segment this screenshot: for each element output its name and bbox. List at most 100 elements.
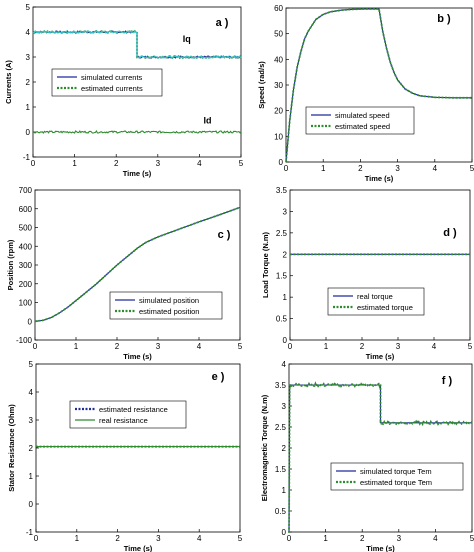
- y-tick-label: 3: [26, 53, 31, 62]
- x-tick-label: 4: [432, 342, 437, 351]
- y-tick-label: 200: [19, 280, 33, 289]
- panel-letter-label: a ): [216, 17, 229, 29]
- y-tick-label: 100: [19, 299, 33, 308]
- legend-box: [109, 291, 223, 320]
- y-tick-label: 1.5: [275, 465, 287, 474]
- y-tick-label: 0: [29, 500, 34, 509]
- x-tick-label: 0: [288, 342, 293, 351]
- legend-entry-label: estimated resistance: [99, 405, 168, 414]
- y-tick-label: 0: [28, 317, 33, 326]
- y-tick-label: 4: [282, 360, 287, 369]
- y-tick-label: 3: [29, 416, 34, 425]
- y-tick-label: 600: [19, 205, 33, 214]
- x-tick-label: 1: [75, 534, 80, 543]
- x-tick-label: 2: [358, 164, 363, 173]
- plot-area-frame: [35, 363, 241, 533]
- legend-box: [69, 400, 187, 429]
- panel-letter-label: d ): [443, 227, 457, 239]
- series-overlay-line: [32, 30, 242, 59]
- plot-area-frame: [285, 7, 473, 163]
- x-tick-label: 2: [360, 534, 365, 543]
- legend-entry-label: estimated position: [139, 307, 199, 316]
- y-tick-label: 30: [274, 81, 283, 90]
- x-tick-label: 5: [238, 534, 243, 543]
- chart-panel-d: 0 1 2 3 4 5 0 0.5 1 1.5 2 2.5 3 3.5 Time (s) Load Torqu…: [261, 186, 473, 361]
- y-tick-label: 300: [19, 261, 33, 270]
- series-line-estimated-speed: [285, 8, 472, 163]
- y-tick-label: 40: [274, 55, 283, 64]
- x-axis-label: Time (s): [366, 352, 395, 361]
- y-tick-label: 500: [19, 224, 33, 233]
- x-tick-label: 0: [284, 164, 289, 173]
- y-tick-label: 0: [279, 158, 284, 167]
- x-tick-label: 2: [115, 342, 120, 351]
- y-tick-label: 10: [274, 132, 283, 141]
- legend-box: [327, 287, 425, 316]
- legend-box: [330, 462, 464, 491]
- y-tick-label: 0: [282, 528, 287, 537]
- x-tick-label: 4: [433, 164, 438, 173]
- y-tick-label: 700: [19, 186, 33, 195]
- x-axis-label: Time (s): [124, 544, 153, 552]
- x-tick-label: 0: [34, 534, 39, 543]
- y-tick-label: 20: [274, 107, 283, 116]
- x-tick-label: 5: [470, 534, 474, 543]
- x-tick-label: 4: [197, 342, 202, 351]
- y-axis-label: Load Torque (N.m): [261, 231, 270, 298]
- legend-entry-label: simulated torque Tem: [360, 467, 432, 476]
- legend-entry-label: estimated currents: [81, 84, 143, 93]
- legend-entry-label: real resistance: [99, 416, 148, 425]
- legend-entry-label: estimated speed: [335, 122, 390, 131]
- x-tick-label: 5: [238, 342, 243, 351]
- x-tick-label: 1: [321, 164, 326, 173]
- y-tick-label: 4: [26, 28, 31, 37]
- x-tick-label: 2: [114, 159, 119, 168]
- x-tick-label: 0: [31, 159, 36, 168]
- y-tick-label: 0.5: [275, 507, 287, 516]
- y-axis-label: Stator Resistance (Ohm): [7, 404, 16, 492]
- panel-letter-label: f ): [442, 375, 453, 387]
- y-axis-label: Electromagnetic Torque (N.m): [260, 394, 269, 501]
- series-annotation: Iq: [183, 34, 191, 44]
- x-tick-label: 3: [397, 534, 402, 543]
- y-tick-label: 3: [282, 402, 287, 411]
- y-tick-label: 5: [29, 360, 34, 369]
- x-axis-label: Time (s): [123, 169, 152, 178]
- y-tick-label: 2: [29, 444, 34, 453]
- y-tick-label: 4: [29, 388, 34, 397]
- y-tick-label: 0: [26, 128, 31, 137]
- legend-entry-label: real torque: [357, 292, 393, 301]
- y-tick-label: 0.5: [276, 315, 288, 324]
- x-tick-label: 3: [395, 164, 400, 173]
- x-tick-label: 3: [156, 342, 161, 351]
- x-tick-label: 5: [468, 342, 473, 351]
- panel-letter-label: e ): [212, 371, 225, 383]
- y-tick-label: 0: [283, 336, 288, 345]
- y-tick-label: 3.5: [275, 381, 287, 390]
- x-tick-label: 3: [396, 342, 401, 351]
- series-line-estimated-torque-Tem: [288, 381, 473, 533]
- x-axis-label: Time (s): [366, 544, 395, 552]
- y-tick-label: 1.5: [276, 272, 288, 281]
- plot-area-frame: [289, 189, 471, 341]
- y-tick-label: -1: [23, 153, 31, 162]
- y-tick-label: 1: [283, 293, 288, 302]
- y-tick-label: 2.5: [276, 229, 288, 238]
- legend-entry-label: simulated speed: [335, 111, 390, 120]
- y-tick-label: 2: [283, 250, 288, 259]
- y-axis-label: Speed (rad/s): [257, 61, 266, 109]
- x-tick-label: 5: [239, 159, 244, 168]
- x-tick-label: 2: [360, 342, 365, 351]
- panel-letter-label: b ): [437, 13, 451, 25]
- x-tick-label: 4: [197, 159, 202, 168]
- series-line-simulated-position: [34, 206, 241, 322]
- legend-entry-label: simulated position: [139, 296, 199, 305]
- legend-box: [51, 68, 163, 97]
- x-tick-label: 4: [433, 534, 438, 543]
- y-tick-label: 400: [19, 242, 33, 251]
- y-tick-label: 5: [26, 3, 31, 12]
